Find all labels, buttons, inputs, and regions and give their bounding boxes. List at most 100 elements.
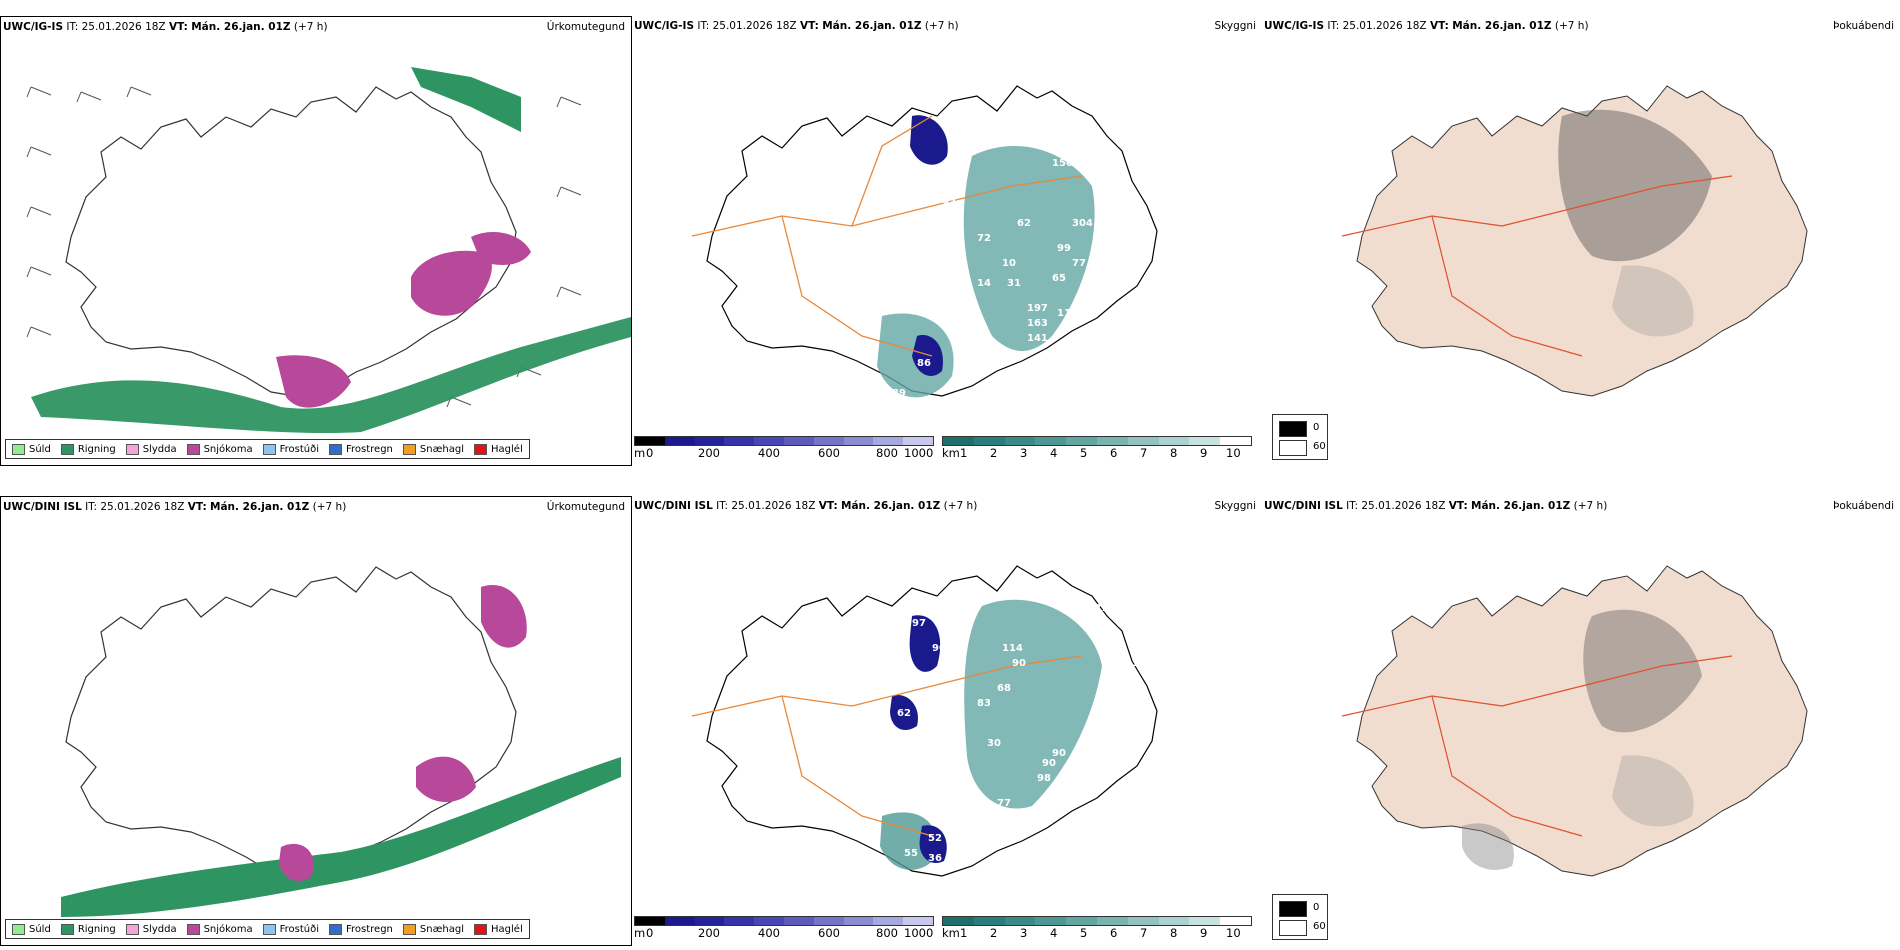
visibility-colorbar: km 1 2 3 4 5 6 7 8 9 10 bbox=[942, 916, 1252, 940]
fog-legend: 0 60 bbox=[1272, 894, 1328, 940]
lead-time: (+7 h) bbox=[1573, 500, 1608, 512]
swatch bbox=[402, 923, 416, 935]
snow-area-3 bbox=[276, 355, 351, 408]
lead-time: (+7 h) bbox=[943, 500, 978, 512]
tick-label: 800 bbox=[876, 926, 898, 940]
legend-label: Haglél bbox=[491, 923, 523, 935]
vt-label: VT: bbox=[818, 500, 838, 512]
colorbar-ticks: m 0 200 400 600 800 1000 bbox=[634, 926, 934, 940]
cloud-label: 30 bbox=[987, 738, 1001, 749]
cloud-label: 68 bbox=[997, 683, 1011, 694]
swatch bbox=[1279, 920, 1307, 936]
legend-label: Frostúði bbox=[279, 443, 319, 455]
tick-label: 800 bbox=[876, 446, 898, 460]
vt-label: VT: bbox=[187, 501, 207, 513]
fog-area-3 bbox=[1462, 823, 1514, 870]
legend-item-drizzle: Súld bbox=[12, 443, 51, 455]
wind-barbs bbox=[26, 86, 582, 408]
cloud-label: 10 bbox=[1002, 258, 1016, 269]
cloud-label: 65 bbox=[1052, 273, 1066, 284]
panel-header: UWC/DINI ISL IT: 25.01.2026 18Z VT: Mán.… bbox=[1264, 500, 1896, 516]
low-cloud-area-south bbox=[912, 335, 943, 376]
legend-label: Rigning bbox=[77, 443, 116, 455]
cloud-label: 99 bbox=[917, 168, 931, 179]
cloud-label: 69 bbox=[1062, 603, 1076, 614]
unit-label: km bbox=[942, 926, 960, 940]
legend-item-hail: Haglél bbox=[474, 443, 523, 455]
legend-label: 0 bbox=[1313, 902, 1320, 913]
legend-item-sleet: Slydda bbox=[125, 923, 177, 935]
tick-label: 9 bbox=[1200, 446, 1208, 460]
init-time: 25.01.2026 18Z bbox=[1361, 500, 1446, 512]
panel-header: UWC/IG-IS IT: 25.01.2026 18Z VT: Mán. 26… bbox=[1264, 20, 1896, 36]
it-label: IT: bbox=[1327, 20, 1340, 32]
cloud-label: 77 bbox=[997, 798, 1011, 809]
cloud-label: 72 bbox=[977, 233, 991, 244]
cloud-label: 96 bbox=[940, 668, 954, 679]
precip-map bbox=[26, 67, 631, 434]
legend-item-freezing-rain: Frostregn bbox=[329, 443, 393, 455]
model-name: UWC/IG-IS bbox=[3, 21, 64, 33]
valid-time: Mán. 26.jan. 01Z bbox=[191, 21, 291, 33]
unit-label: m bbox=[634, 926, 646, 940]
precip-map bbox=[61, 566, 621, 917]
cloud-base-labels: 857 141 69 127 69 79 128 97 90 96 114 90… bbox=[897, 543, 1153, 864]
tick-label: 600 bbox=[818, 446, 840, 460]
tick-label: 1 bbox=[960, 926, 968, 940]
precip-legend: Súld Rigning Slydda Snjókoma Frostúði Fr… bbox=[5, 439, 530, 459]
cloud-label: 98 bbox=[1037, 773, 1051, 784]
legend-label: Rigning bbox=[77, 923, 116, 935]
swatch bbox=[12, 923, 25, 935]
visibility-panel-top: UWC/IG-IS IT: 25.01.2026 18Z VT: Mán. 26… bbox=[632, 16, 1262, 466]
fog-area-2 bbox=[1612, 755, 1694, 827]
road-network bbox=[1341, 175, 1733, 357]
colorbar-strip bbox=[942, 436, 1252, 446]
iceland-outline bbox=[65, 86, 517, 398]
cloud-label: 197 bbox=[1027, 303, 1048, 314]
legend-label: Snjókoma bbox=[203, 443, 253, 455]
panel-header: UWC/DINI ISL IT: 25.01.2026 18Z VT: Mán.… bbox=[634, 500, 1258, 516]
cloud-label: 114 bbox=[1002, 643, 1023, 654]
tick-label: 3 bbox=[1020, 446, 1028, 460]
legend-label: Slydda bbox=[142, 923, 177, 935]
legend-label: Frostúði bbox=[279, 923, 319, 935]
legend-label: Súld bbox=[29, 443, 51, 455]
vt-label: VT: bbox=[1429, 20, 1449, 32]
precip-legend: Súld Rigning Slydda Snjókoma Frostúði Fr… bbox=[5, 919, 530, 939]
cloud-base-colorbar: m 0 200 400 600 800 1000 bbox=[634, 916, 934, 940]
swatch bbox=[402, 443, 416, 455]
valid-time: Mán. 26.jan. 01Z bbox=[841, 500, 941, 512]
visibility-area bbox=[963, 146, 1095, 351]
legend-item-rain: Rigning bbox=[60, 443, 116, 455]
legend-label: Frostregn bbox=[346, 923, 393, 935]
tick-label: 2 bbox=[990, 446, 998, 460]
panel-title: Skyggni bbox=[1214, 20, 1257, 32]
tick-label: 5 bbox=[1080, 446, 1088, 460]
visibility-map: 267 89 99 188 93 137 72 62 10 197 163 14… bbox=[691, 78, 1158, 414]
swatch bbox=[262, 923, 276, 935]
cloud-label: 99 bbox=[1057, 243, 1071, 254]
tick-label: 5 bbox=[1080, 926, 1088, 940]
cloud-label: 69 bbox=[1097, 623, 1111, 634]
panel-title: Þokuábendi bbox=[1833, 20, 1894, 32]
snow-area-3 bbox=[279, 843, 314, 882]
panel-header: UWC/DINI ISL IT: 25.01.2026 18Z VT: Mán.… bbox=[3, 501, 627, 517]
model-name: UWC/DINI ISL bbox=[634, 500, 713, 512]
cloud-label: 36 bbox=[928, 853, 942, 864]
tick-label: 0 bbox=[646, 446, 654, 460]
swatch bbox=[60, 443, 74, 455]
panel-title: Skyggni bbox=[1214, 500, 1257, 512]
legend-label: 0 bbox=[1313, 422, 1320, 433]
tick-label: 10 bbox=[1226, 446, 1241, 460]
panel-header: UWC/IG-IS IT: 25.01.2026 18Z VT: Mán. 26… bbox=[3, 21, 627, 37]
cloud-label: 127 bbox=[1087, 603, 1108, 614]
panel-header: UWC/IG-IS IT: 25.01.2026 18Z VT: Mán. 26… bbox=[634, 20, 1258, 36]
legend-item-snow: Snjókoma bbox=[186, 443, 253, 455]
tick-label: 2 bbox=[990, 926, 998, 940]
snow-area bbox=[411, 250, 492, 316]
swatch bbox=[474, 923, 488, 935]
it-label: IT: bbox=[85, 501, 98, 513]
road-network bbox=[691, 655, 1083, 837]
vt-label: VT: bbox=[799, 20, 819, 32]
fog-legend: 0 60 bbox=[1272, 414, 1328, 460]
